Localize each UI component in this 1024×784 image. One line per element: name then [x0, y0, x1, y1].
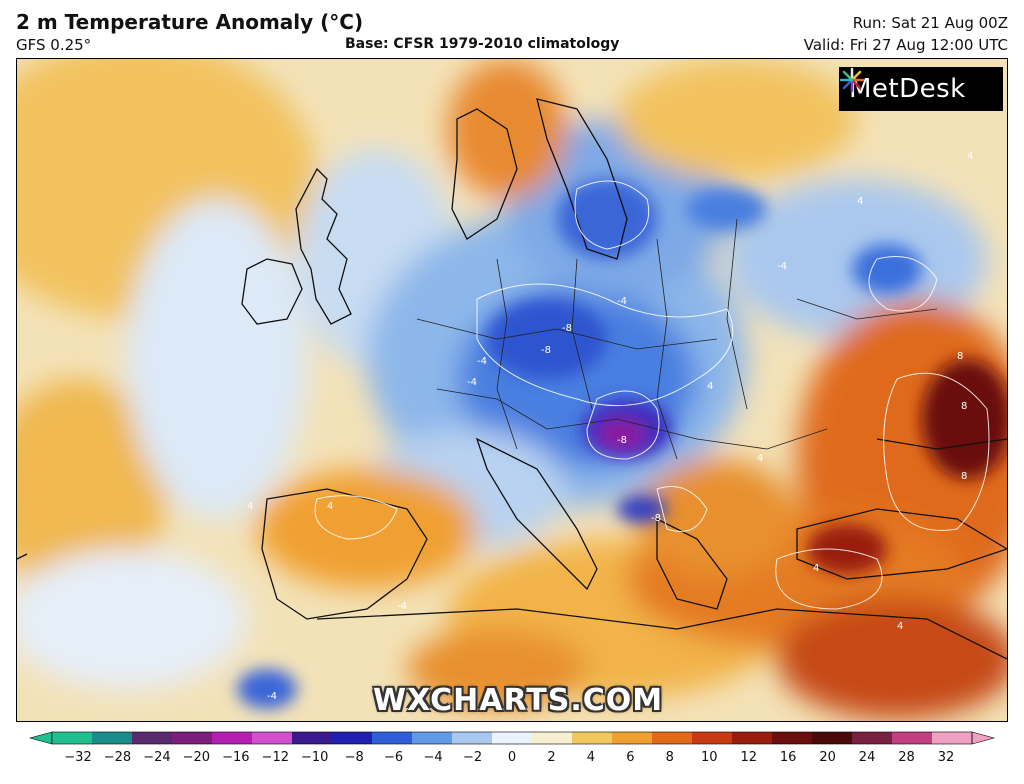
- colorbar-tick-label: −12: [261, 750, 289, 765]
- colorbar-border: [51, 731, 973, 745]
- contour-label: -8: [651, 513, 661, 524]
- colorbar-swatch: [852, 732, 893, 744]
- contour-lines: [314, 180, 990, 610]
- contour-label: 8: [961, 471, 967, 482]
- sunburst-icon: [839, 67, 865, 93]
- colorbar-left-arrow: [28, 731, 53, 745]
- chart-header: 2 m Temperature Anomaly (°C) GFS 0.25° B…: [0, 0, 1024, 58]
- colorbar-tick-label: 24: [858, 750, 876, 765]
- colorbar-tick-label: −28: [103, 750, 132, 765]
- contour-label: -8: [617, 435, 627, 446]
- colorbar-tick-label: −8: [344, 750, 364, 765]
- colorbar-swatch: [332, 732, 373, 744]
- wxcharts-watermark: WXCHARTS.COM: [373, 683, 664, 718]
- colorbar-tick-label: −6: [384, 750, 404, 765]
- valid-time-label: Valid: Fri 27 Aug 12:00 UTC: [803, 36, 1008, 54]
- colorbar-swatch: [252, 732, 293, 744]
- contour-label: 4: [813, 563, 819, 574]
- colorbar-tick-label: 0: [507, 750, 517, 765]
- colorbar-swatch: [612, 732, 653, 744]
- contour-label: 4: [897, 621, 903, 632]
- metdesk-logo: MetDesk: [839, 67, 1003, 111]
- colorbar-swatch: [572, 732, 613, 744]
- contour-label: -8: [541, 345, 551, 356]
- temperature-anomaly-map: 4 4 4 4 -4 -4 -4 -8 -8 -8 -4 -8 8 8 8 4 …: [16, 58, 1008, 722]
- colorbar-tick-label: −16: [222, 750, 250, 765]
- colorbar-legend: −32 −28 −24 −20 −16 −12 −10 −8 −6 −4 −2 0 2 4 6 8 10 12 16…: [0, 722, 1024, 784]
- colorbar-right-arrow: [971, 731, 996, 745]
- contour-label: 4: [707, 381, 713, 392]
- contour-label: -4: [467, 377, 477, 388]
- anomaly-cores: [237, 179, 1007, 709]
- colorbar-swatch: [452, 732, 493, 744]
- colorbar-tick-label: 20: [819, 750, 836, 765]
- colorbar-tick-label: −2: [462, 750, 483, 765]
- colorbar-swatch: [932, 732, 973, 744]
- colorbar-tick-label: −24: [143, 750, 171, 765]
- climatology-base-label: Base: CFSR 1979-2010 climatology: [345, 36, 620, 52]
- contour-label: 8: [961, 401, 967, 412]
- contour-label: 4: [757, 453, 763, 464]
- colorbar-tick-label: 8: [665, 750, 674, 765]
- logo-text: MetDesk: [849, 74, 966, 104]
- contour-label: 4: [857, 196, 863, 207]
- colorbar-tick-label: 28: [898, 750, 915, 765]
- contour-label: -4: [617, 296, 627, 307]
- colorbar-tick-label: 6: [626, 750, 635, 765]
- colorbar-swatch: [652, 732, 693, 744]
- colorbar-swatch: [492, 732, 533, 744]
- contour-label: 4: [967, 151, 973, 162]
- colorbar-swatch: [812, 732, 853, 744]
- chart-title: 2 m Temperature Anomaly (°C): [16, 10, 364, 34]
- colorbar-swatch: [92, 732, 133, 744]
- contour-label: -4: [777, 261, 787, 272]
- contour-label-group: 4 4 4 4 -4 -4 -4 -8 -8 -8 -4 -8 8 8 8 4 …: [247, 151, 973, 702]
- colorbar-swatch: [172, 732, 213, 744]
- contour-label: 8: [957, 351, 963, 362]
- map-canvas: 4 4 4 4 -4 -4 -4 -8 -8 -8 -4 -8 8 8 8 4 …: [17, 59, 1007, 721]
- contour-label: 4: [247, 501, 253, 512]
- colorbar-tick-label: 16: [779, 750, 797, 765]
- colorbar-tick-label: 10: [700, 750, 718, 765]
- run-time-label: Run: Sat 21 Aug 00Z: [852, 14, 1008, 32]
- colorbar-tick-label: −4: [423, 750, 443, 765]
- colorbar-tick-label: 12: [740, 750, 757, 765]
- colorbar-swatch: [412, 732, 453, 744]
- model-label: GFS 0.25°: [16, 36, 92, 54]
- contour-label: -4: [267, 691, 277, 702]
- colorbar-swatch: [132, 732, 173, 744]
- contour-label: -4: [397, 601, 407, 612]
- contour-label: 4: [327, 501, 333, 512]
- colorbar-swatch: [292, 732, 333, 744]
- contour-label: -8: [562, 323, 572, 334]
- colorbar-swatch: [532, 732, 573, 744]
- colorbar-tick-label: 32: [937, 750, 955, 765]
- colorbar-tick-label: −20: [182, 750, 211, 765]
- contour-label: -4: [477, 356, 487, 367]
- colorbar-swatch: [212, 732, 253, 744]
- colorbar-swatch: [692, 732, 733, 744]
- colorbar-swatch: [52, 732, 93, 744]
- colorbar-tick-label: −10: [301, 750, 329, 765]
- coastlines: [17, 98, 1007, 660]
- colorbar-swatch: [372, 732, 413, 744]
- colorbar-swatch: [772, 732, 813, 744]
- colorbar-tick-label: −32: [64, 750, 92, 765]
- colorbar-tick-label: 2: [547, 750, 556, 765]
- colorbar-swatches: [28, 731, 996, 745]
- colorbar-swatch: [892, 732, 933, 744]
- colorbar-tick-label: 4: [586, 750, 596, 765]
- colorbar-swatch: [732, 732, 773, 744]
- country-borders: [416, 218, 938, 460]
